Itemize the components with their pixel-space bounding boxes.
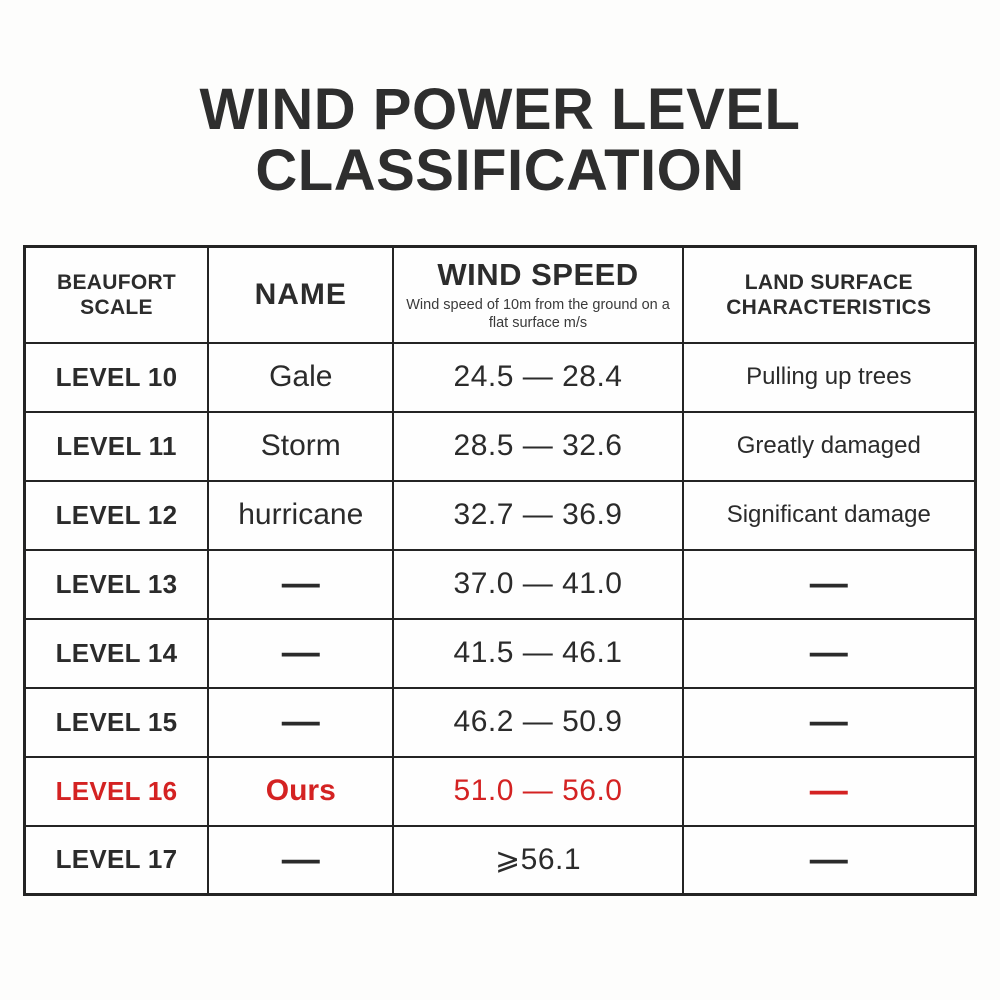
- classification-table: BEAUFORT SCALE NAME WIND SPEED Wind spee…: [23, 245, 977, 896]
- cell-land: —: [681, 617, 977, 689]
- cell-speed: 46.2 — 50.9: [392, 686, 684, 758]
- table-row: LEVEL 16 Ours 51.0 — 56.0—: [23, 755, 977, 827]
- table-row: LEVEL 10 Gale 24.5 — 28.4 Pulling up trees: [23, 341, 977, 413]
- cell-name: hurricane: [207, 479, 395, 551]
- cell-level: LEVEL 10: [23, 341, 210, 413]
- table-row: LEVEL 12 hurricane 32.7 — 36.9 Significant …: [23, 479, 977, 551]
- header-land-surface: LAND SURFACE CHARACTERISTICS: [681, 245, 977, 344]
- cell-name: —: [207, 548, 395, 620]
- cell-speed: 37.0 — 41.0: [392, 548, 684, 620]
- cell-land: Greatly damaged: [681, 410, 977, 482]
- cell-name: —: [207, 686, 395, 758]
- cell-level: LEVEL 14: [23, 617, 210, 689]
- cell-name: —: [207, 824, 395, 896]
- page-title-line1: WIND POWER LEVEL: [199, 77, 801, 142]
- header-wind-speed-title: WIND SPEED: [437, 257, 639, 293]
- header-row: BEAUFORT SCALE NAME WIND SPEED Wind spee…: [23, 245, 977, 344]
- cell-level: LEVEL 12: [23, 479, 210, 551]
- header-wind-speed-subtitle: Wind speed of 10m from the ground on a f…: [406, 297, 670, 332]
- table-body: LEVEL 10 Gale 24.5 — 28.4 Pulling up trees L…: [23, 341, 977, 896]
- header-name: NAME: [207, 245, 395, 344]
- table-row: LEVEL 14—41.5 — 46.1—: [23, 617, 977, 689]
- page-title-line2: CLASSIFICATION: [255, 137, 745, 203]
- cell-speed: 32.7 — 36.9: [392, 479, 684, 551]
- cell-level: LEVEL 15: [23, 686, 210, 758]
- header-wind-speed: WIND SPEED Wind speed of 10m from the gr…: [392, 245, 684, 344]
- table-header: BEAUFORT SCALE NAME WIND SPEED Wind spee…: [23, 245, 977, 344]
- table-row: LEVEL 13—37.0 — 41.0—: [23, 548, 977, 620]
- cell-speed: 28.5 — 32.6: [392, 410, 684, 482]
- cell-level: LEVEL 13: [23, 548, 210, 620]
- cell-level: LEVEL 11: [23, 410, 210, 482]
- cell-name: Gale: [207, 341, 395, 413]
- cell-name: —: [207, 617, 395, 689]
- cell-land: —: [681, 548, 977, 620]
- cell-name: Storm: [207, 410, 395, 482]
- table-row: LEVEL 17— ⩾56.1—: [23, 824, 977, 896]
- table-row: LEVEL 11 Storm 28.5 — 32.6 Greatly damaged: [23, 410, 977, 482]
- page-title: WIND POWER LEVEL CLASSIFICATION: [0, 0, 1000, 202]
- cell-speed: 24.5 — 28.4: [392, 341, 684, 413]
- cell-land: —: [681, 824, 977, 896]
- table-row: LEVEL 15—46.2 — 50.9—: [23, 686, 977, 758]
- cell-land: —: [681, 686, 977, 758]
- cell-speed: 41.5 — 46.1: [392, 617, 684, 689]
- cell-land: Significant damage: [681, 479, 977, 551]
- header-beaufort-scale: BEAUFORT SCALE: [23, 245, 210, 344]
- cell-speed: 51.0 — 56.0: [392, 755, 684, 827]
- cell-land: Pulling up trees: [681, 341, 977, 413]
- cell-land: —: [681, 755, 977, 827]
- cell-level: LEVEL 16: [23, 755, 210, 827]
- cell-speed: ⩾56.1: [392, 824, 684, 896]
- cell-level: LEVEL 17: [23, 824, 210, 896]
- cell-name: Ours: [207, 755, 395, 827]
